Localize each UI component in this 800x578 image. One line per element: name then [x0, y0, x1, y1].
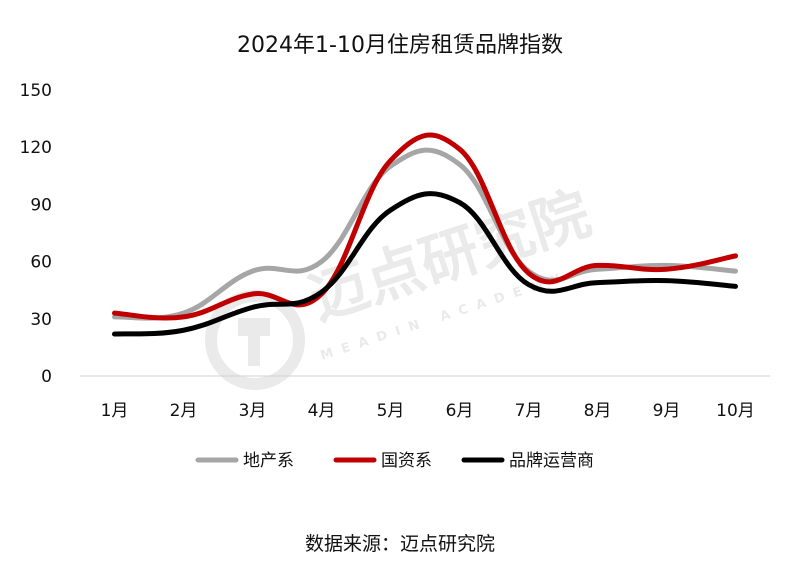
legend-label: 品牌运营商 [509, 451, 594, 471]
x-axis-ticks: 1月 2月 3月 4月 5月 6月 7月 8月 9月 10月 [101, 401, 755, 421]
y-axis-ticks: 0 30 60 90 120 150 [20, 81, 52, 387]
y-tick-label: 150 [20, 81, 52, 101]
x-tick-label: 1月 [101, 401, 129, 421]
x-tick-label: 8月 [584, 401, 612, 421]
x-tick-label: 4月 [308, 401, 336, 421]
legend: 地产系 国资系 品牌运营商 [195, 451, 594, 471]
x-tick-label: 10月 [716, 401, 755, 421]
legend-label: 地产系 [243, 451, 294, 471]
series-line-2 [112, 191, 738, 337]
x-tick-label: 2月 [170, 401, 198, 421]
x-tick-label: 3月 [239, 401, 267, 421]
y-tick-label: 60 [30, 253, 52, 273]
x-tick-label: 7月 [515, 401, 543, 421]
legend-label: 国资系 [381, 451, 432, 471]
source-note: 数据来源：迈点研究院 [305, 533, 495, 555]
series-lines [112, 132, 738, 337]
y-tick-label: 120 [20, 138, 52, 158]
y-tick-label: 30 [30, 310, 52, 330]
chart-title: 2024年1-10月住房租赁品牌指数 [237, 33, 563, 58]
series-line-1 [112, 132, 738, 321]
y-tick-label: 0 [41, 367, 52, 387]
x-tick-label: 5月 [377, 401, 405, 421]
x-tick-label: 6月 [446, 401, 474, 421]
x-tick-label: 9月 [653, 401, 681, 421]
y-tick-label: 90 [30, 195, 52, 215]
